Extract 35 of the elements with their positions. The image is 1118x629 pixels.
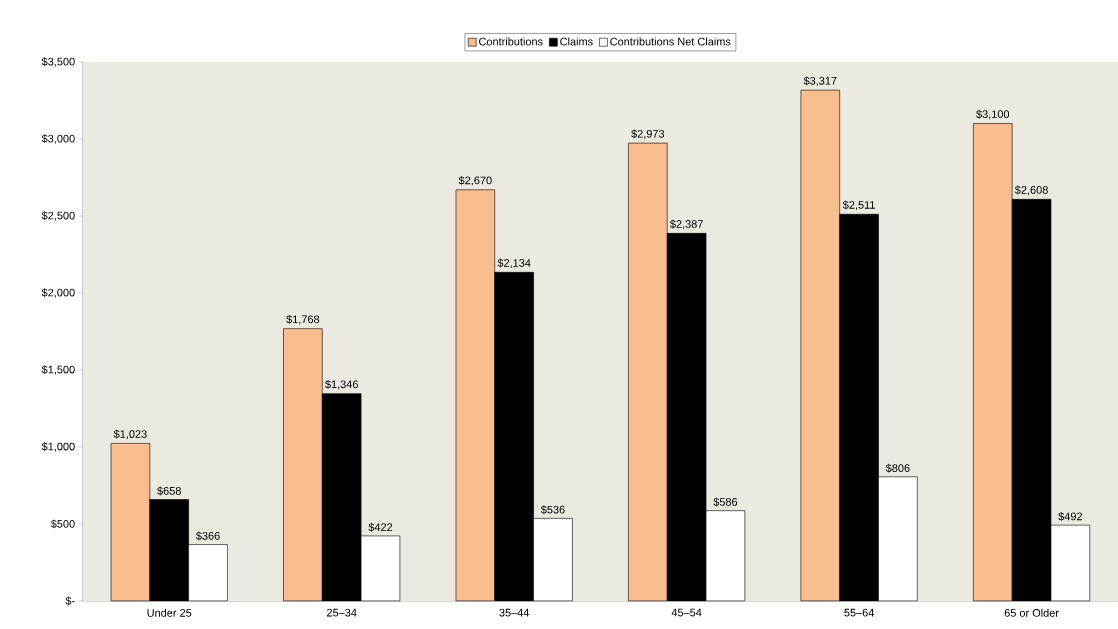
data-label: $366 <box>195 531 220 541</box>
data-label: $2,608 <box>1014 185 1048 196</box>
data-label: $586 <box>713 497 738 507</box>
y-tick-label: $1,000 <box>41 442 75 452</box>
legend-label: Contributions <box>479 37 543 46</box>
data-label: $536 <box>540 505 565 515</box>
y-tick-label: $500 <box>50 519 75 529</box>
data-label: $2,134 <box>497 258 531 269</box>
y-tick-label: $1,500 <box>41 365 75 375</box>
data-label: $3,100 <box>976 109 1010 120</box>
y-tick-label: $- <box>65 596 75 606</box>
x-tick-label: 35–44 <box>499 608 530 617</box>
x-tick-label: 65 or Older <box>1004 608 1059 617</box>
x-tick-label: Under 25 <box>147 608 192 617</box>
data-label: $2,387 <box>670 219 703 230</box>
y-tick-label: $2,000 <box>41 288 75 298</box>
data-label: $492 <box>1058 512 1083 521</box>
data-label: $3,317 <box>803 76 837 87</box>
y-tick-label: $3,500 <box>41 57 75 67</box>
data-label: $2,511 <box>842 200 875 211</box>
data-label: $2,973 <box>631 129 665 139</box>
legend-label: Claims <box>560 37 593 46</box>
data-label: $422 <box>368 522 393 532</box>
data-label: $658 <box>157 486 181 496</box>
data-label: $1,768 <box>286 315 320 325</box>
data-label: $1,346 <box>325 379 358 390</box>
y-tick-label: $3,000 <box>41 134 75 144</box>
y-tick-label: $2,500 <box>41 211 75 221</box>
data-label: $1,023 <box>113 429 147 440</box>
x-tick-label: 55–64 <box>844 608 874 617</box>
x-tick-label: 25–34 <box>327 608 357 617</box>
legend-label: Contributions Net Claims <box>610 37 731 46</box>
data-label: $2,670 <box>458 176 492 186</box>
x-tick-label: 45–54 <box>671 608 702 617</box>
data-label: $806 <box>885 463 910 473</box>
